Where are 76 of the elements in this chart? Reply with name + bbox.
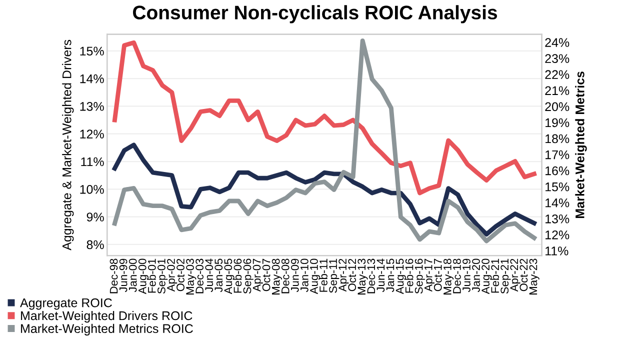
y-tick-label: 13% <box>80 102 104 111</box>
x-tick-label: Jun-09 <box>290 258 299 292</box>
x-tick-label: Sep-06 <box>243 258 254 294</box>
y-tick-label: 9% <box>86 212 104 222</box>
y-tick-label: 12% <box>80 130 104 138</box>
legend-label: Market-Weighted Drivers ROIC <box>21 310 192 323</box>
x-tick-label: May-18 <box>443 258 454 294</box>
x-tick-label: Feb-16 <box>405 258 414 293</box>
y2-axis-title: Market-Weighted Metrics <box>575 72 587 218</box>
y2-tick-label: 21% <box>545 86 570 96</box>
y2-tick-label: 14% <box>546 198 570 208</box>
y2-tick-label: 12% <box>546 230 570 240</box>
line-series <box>112 38 536 244</box>
x-tick-label: Jun-19 <box>462 258 470 292</box>
x-tick-label: Sep-16 <box>414 258 425 294</box>
x-tick-label: Dec-03 <box>196 258 204 294</box>
x-tick-label: Oct-02 <box>176 258 184 292</box>
x-tick-label: Aug-20 <box>482 258 492 294</box>
x-tick-label: Jun-99 <box>119 258 128 292</box>
legend-label: Market-Weighted Metrics ROIC <box>21 324 193 336</box>
x-tick-label: Feb-21 <box>490 258 500 293</box>
x-tick-label: Sep-21 <box>500 258 511 294</box>
y-axis-title: Aggregate & Market-Weighted Drivers <box>62 40 74 250</box>
x-tick-label: Feb-06 <box>233 258 242 293</box>
x-tick-label: Apr-22 <box>510 258 520 292</box>
x-tick-label: Dec-08 <box>281 258 290 294</box>
y-tick-label: 10% <box>80 184 104 194</box>
x-tick-label: Jan-10 <box>300 258 308 292</box>
x-tick-label: Aug-00 <box>138 258 149 294</box>
x-tick-label: Aug-05 <box>224 258 234 294</box>
y2-tick-label: 20% <box>545 102 570 112</box>
y2-tick-label: 18% <box>546 134 570 144</box>
x-tick-label: May-13 <box>358 258 368 294</box>
x-tick-label: Feb-11 <box>319 258 328 292</box>
x-tick-label: Apr-07 <box>252 258 263 292</box>
x-tick-label: Feb-01 <box>148 258 156 293</box>
x-tick-label: Jan-15 <box>386 258 394 292</box>
y2-tick-label: 11% <box>546 246 568 256</box>
x-tick-label: Jan-20 <box>472 258 480 292</box>
x-tick-label: May-08 <box>272 258 282 294</box>
x-tick-label: Sep-11 <box>329 258 340 293</box>
x-tick-label: Jan-05 <box>214 258 223 292</box>
x-tick-label: Aug-10 <box>310 258 320 294</box>
y-tick-label: 11% <box>81 157 104 166</box>
y2-tick-label: 17% <box>546 150 570 160</box>
y2-tick-label: 23% <box>545 54 570 63</box>
x-tick-label: Jun-04 <box>205 258 214 292</box>
x-tick-label: Dec-13 <box>367 258 376 294</box>
x-tick-label: Oct-12 <box>348 258 356 292</box>
x-tick-label: Jan-00 <box>128 258 137 292</box>
x-tick-label: Apr-02 <box>167 258 178 292</box>
y-tick-label: 8% <box>86 240 104 250</box>
y2-tick-label: 24% <box>545 38 570 47</box>
x-tick-label: Apr-12 <box>338 258 349 292</box>
line-series <box>112 40 536 196</box>
x-tick-label: May-23 <box>529 258 540 294</box>
x-tick-label: Aug-15 <box>396 258 406 294</box>
y-tick-label: 15% <box>80 46 104 56</box>
y2-tick-label: 15% <box>546 182 570 192</box>
x-tick-label: Dec-98 <box>110 258 118 294</box>
x-tick-label: Oct-07 <box>262 258 270 292</box>
x-tick-label: Sep-01 <box>158 258 168 294</box>
x-tick-label: Dec-18 <box>453 258 461 294</box>
x-tick-label: Apr-17 <box>424 258 434 292</box>
legend-label: Aggregate ROIC <box>20 298 112 310</box>
line-series <box>112 142 536 236</box>
x-tick-label: Jun-14 <box>376 258 385 292</box>
x-tick-label: Oct-22 <box>520 258 528 292</box>
chart-title: Consumer Non-cyclicals ROIC Analysis <box>133 5 498 24</box>
y2-tick-label: 19% <box>546 118 570 128</box>
y-tick-label: 14% <box>80 74 104 84</box>
y2-tick-label: 16% <box>546 166 570 176</box>
y2-tick-label: 13% <box>546 214 570 224</box>
x-tick-label: May-03 <box>186 258 196 294</box>
x-tick-label: Oct-17 <box>434 258 442 292</box>
y2-tick-label: 22% <box>545 70 570 79</box>
